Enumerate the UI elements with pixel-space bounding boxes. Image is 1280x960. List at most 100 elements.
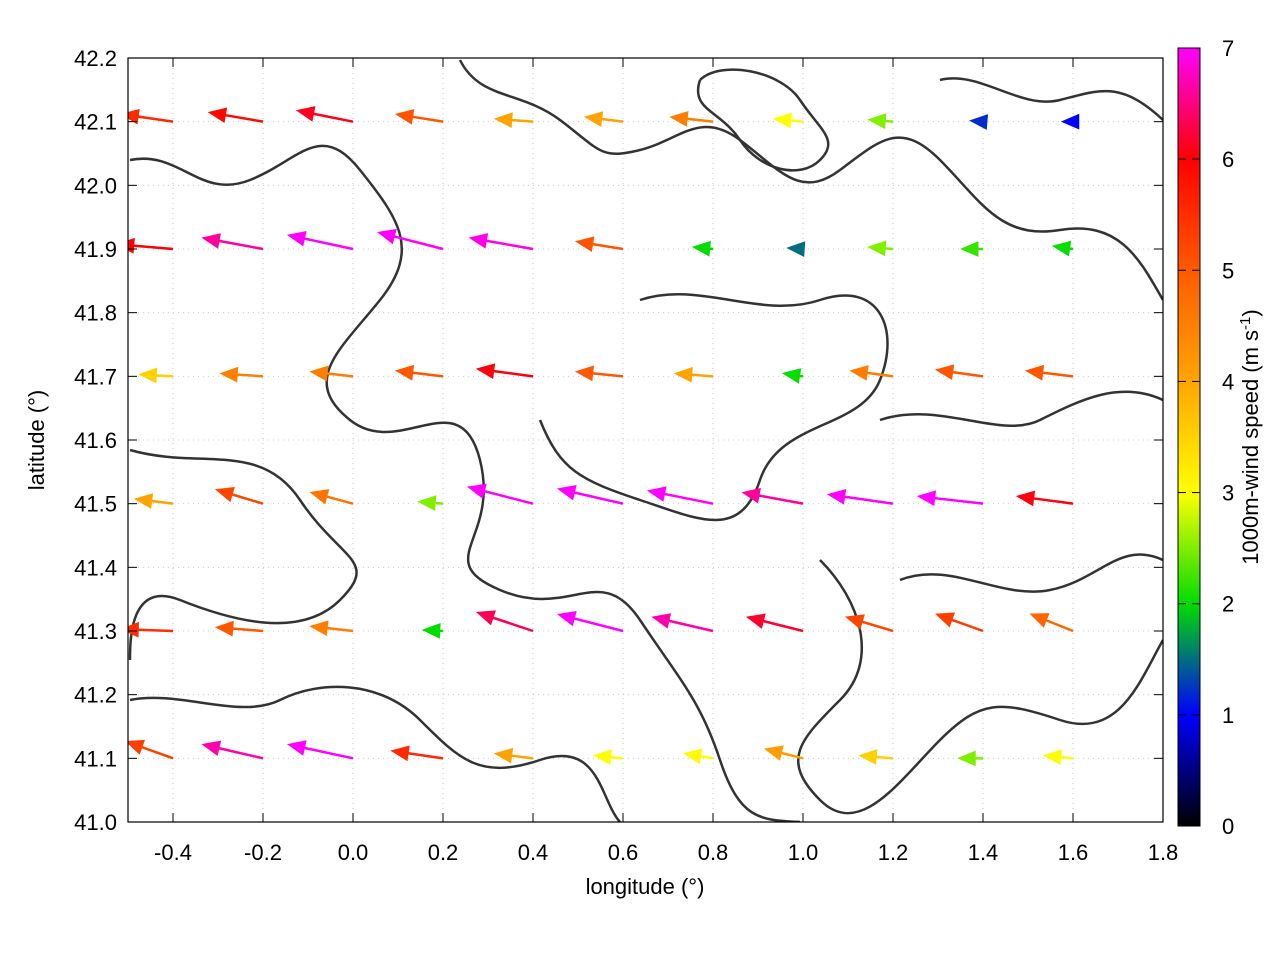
- wind-vector: [1042, 749, 1074, 766]
- wind-vector: [682, 748, 714, 765]
- contour: [458, 59, 1163, 301]
- wind-vector: [201, 233, 264, 251]
- colorbar-tick-label: 3: [1222, 481, 1234, 506]
- wind-vector: [858, 749, 894, 765]
- wind-vector: [421, 622, 444, 639]
- wind-vector: [849, 365, 894, 381]
- wind-vector: [493, 112, 534, 128]
- x-tick-label: 1.2: [878, 840, 909, 865]
- wind-vector: [394, 364, 444, 381]
- wind-vector: [867, 113, 894, 129]
- wind-vector: [475, 610, 534, 633]
- contour: [797, 559, 1163, 815]
- wind-vector: [651, 613, 714, 633]
- wind-vector: [772, 112, 804, 129]
- wind-vector: [592, 749, 624, 766]
- x-tick-label: 1.6: [1058, 840, 1089, 865]
- contour: [129, 144, 801, 822]
- x-tick-label: 0.2: [428, 840, 459, 865]
- wind-vector: [309, 620, 354, 637]
- x-tick-label: 0.0: [338, 840, 369, 865]
- contour: [939, 77, 1163, 121]
- wind-vector: [957, 750, 983, 767]
- contour: [899, 553, 1163, 593]
- x-axis-label: longitude (°): [586, 874, 705, 899]
- wind-vector: [468, 233, 534, 251]
- wind-vector: [493, 747, 534, 764]
- colorbar-tick-label: 2: [1222, 592, 1234, 617]
- y-tick-label: 41.6: [74, 428, 117, 453]
- colorbar-label: 1000m-wind speed (m s-1): [1237, 309, 1264, 564]
- wind-vector: [309, 365, 354, 382]
- colorbar-tick-label: 7: [1222, 36, 1234, 61]
- wind-vector: [583, 111, 624, 127]
- colorbar-label-text: 1000m-wind speed (m s: [1238, 330, 1263, 565]
- wind-vector: [916, 490, 984, 507]
- wind-vector: [1051, 240, 1074, 257]
- x-tick-label: 0.4: [518, 840, 549, 865]
- wind-vector: [741, 487, 804, 505]
- wind-vector: [466, 483, 534, 505]
- wind-vector: [763, 745, 804, 761]
- wind-vector: [309, 489, 354, 505]
- wind-vector: [969, 114, 989, 130]
- wind-vector: [394, 109, 444, 125]
- wind-vector: [207, 107, 264, 124]
- wind-vector: [844, 614, 894, 633]
- wind-vector: [646, 486, 714, 505]
- y-axis-label: latitude (°): [24, 390, 49, 491]
- wind-vector: [201, 740, 264, 760]
- contour: [696, 68, 830, 172]
- x-tick-label: 1.4: [968, 840, 999, 865]
- colorbar-tick-label: 6: [1222, 147, 1234, 172]
- contours: [128, 59, 1163, 822]
- wind-vector: [214, 620, 264, 637]
- y-tick-label: 41.5: [74, 492, 117, 517]
- contour: [128, 448, 358, 661]
- wind-vector: [128, 621, 174, 638]
- x-tick-label: 0.8: [698, 840, 729, 865]
- wind-vector: [1029, 613, 1074, 633]
- colorbar-label-end: ): [1238, 309, 1263, 316]
- y-tick-label: 41.1: [74, 746, 117, 771]
- colorbar-label-sup: -1: [1237, 317, 1254, 330]
- wind-vector: [935, 612, 984, 633]
- contour: [879, 390, 1163, 428]
- colorbar-tick-label: 1: [1222, 703, 1234, 728]
- wind-vector: [219, 366, 264, 383]
- wind-vector: [295, 106, 354, 123]
- x-tick-label: 0.6: [608, 840, 639, 865]
- wind-vector: [1060, 113, 1080, 130]
- wind-vector: [475, 363, 534, 379]
- wind-vector: [691, 240, 714, 257]
- wind-vector: [128, 739, 174, 760]
- wind-vector: [128, 237, 174, 254]
- y-tick-label: 42.2: [74, 46, 117, 71]
- wind-vector: [826, 489, 894, 505]
- y-tick-label: 41.7: [74, 364, 117, 389]
- colorbar: [1177, 47, 1201, 827]
- x-tick-label: 1.8: [1148, 840, 1179, 865]
- y-tick-label: 42.0: [74, 173, 117, 198]
- y-tick-label: 41.9: [74, 237, 117, 262]
- y-tick-label: 42.1: [74, 110, 117, 135]
- wind-vector: [745, 613, 804, 633]
- wind-vector: [867, 240, 894, 257]
- x-tick-label: -0.4: [154, 840, 192, 865]
- wind-vector: [574, 365, 624, 382]
- wind-vector: [376, 228, 444, 251]
- vectors: [128, 106, 1080, 767]
- colorbar-tick-label: 5: [1222, 258, 1234, 283]
- wind-vector: [390, 745, 444, 762]
- colorbar-tick-label: 4: [1222, 369, 1234, 394]
- wind-vector: [669, 111, 714, 127]
- y-tick-label: 41.0: [74, 810, 117, 835]
- wind-vector: [1024, 364, 1074, 381]
- wind-vector: [286, 740, 354, 760]
- wind-vector: [128, 108, 174, 125]
- wind-vector: [286, 230, 354, 251]
- colorbar-tick-label: 0: [1222, 814, 1234, 839]
- wind-vector: [133, 493, 174, 509]
- y-tick-label: 41.3: [74, 619, 117, 644]
